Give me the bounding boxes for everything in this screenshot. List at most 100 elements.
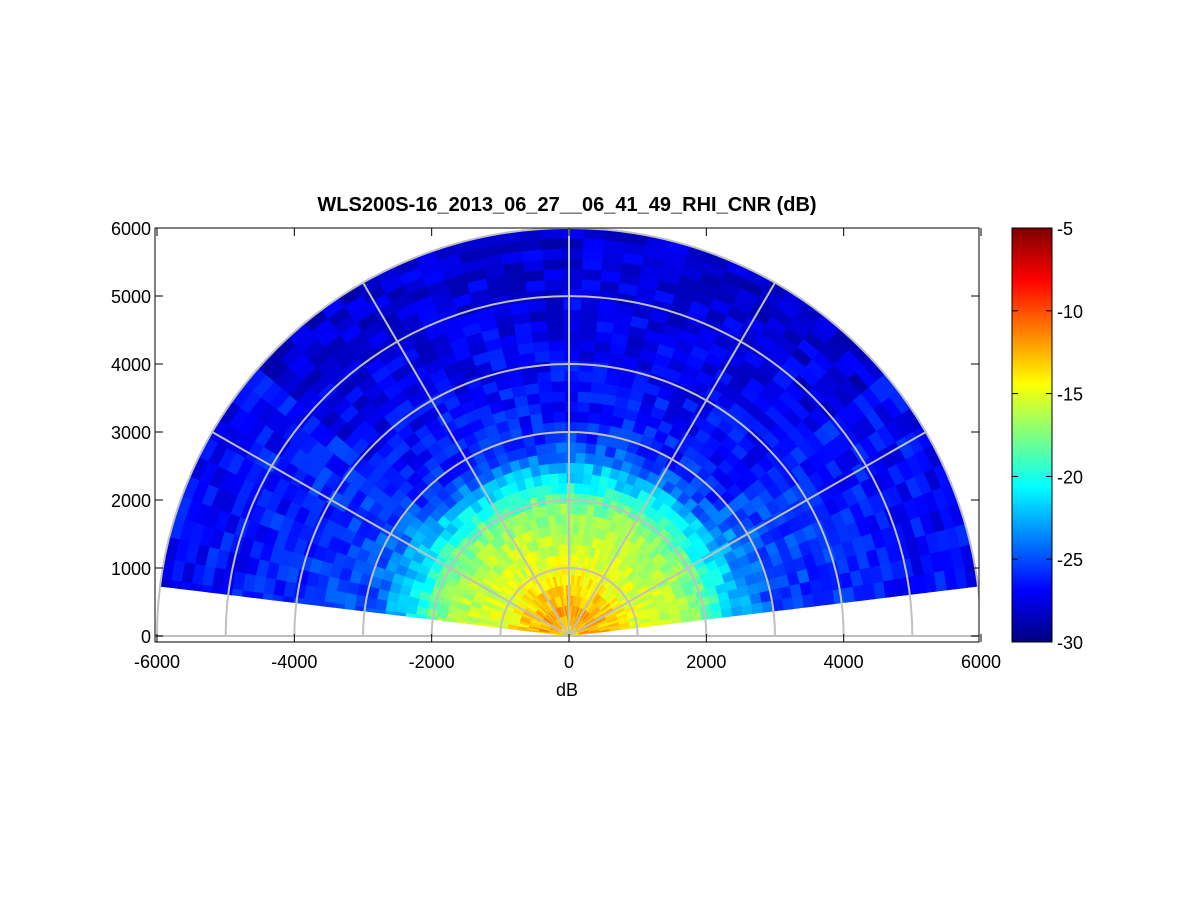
heatmap-cell: [577, 380, 592, 393]
heatmap-cell: [579, 503, 588, 516]
heatmap-cell: [580, 289, 600, 302]
heatmap-cell: [571, 533, 579, 545]
heatmap-cell: [542, 268, 564, 281]
heatmap-cell: [565, 441, 577, 453]
heatmap-cell: [556, 462, 567, 474]
heatmap-cell: [241, 590, 254, 598]
x-tick-label: -2000: [409, 652, 455, 672]
heatmap-cell: [550, 380, 566, 393]
heatmap-cell: [540, 237, 563, 250]
angle-spoke: [568, 282, 776, 637]
heatmap-cell: [541, 248, 563, 260]
heatmap-cell: [591, 463, 603, 477]
heatmap-cell: [565, 431, 577, 443]
heatmap-cell: [589, 391, 604, 405]
heatmap-cell: [539, 228, 563, 240]
colorbar-tick-label: -15: [1057, 385, 1083, 405]
heatmap-cell: [580, 493, 590, 506]
y-tick-label: 1000: [111, 559, 151, 579]
heatmap-cell: [542, 258, 563, 271]
angle-spoke: [211, 431, 570, 637]
heatmap-cell: [565, 472, 576, 484]
heatmap-cell: [190, 583, 203, 592]
x-tick-label: 6000: [961, 652, 1001, 672]
heatmap-cell: [572, 523, 580, 535]
heatmap-cell: [554, 441, 567, 454]
x-axis: -6000 -4000 -2000 0 2000 4000 6000: [134, 228, 1001, 672]
x-tick-label: 0: [564, 652, 574, 672]
heatmap-cell: [565, 452, 576, 464]
heatmap-cell: [546, 319, 564, 332]
heatmap-cell: [561, 237, 584, 249]
heatmap-cell: [578, 513, 587, 526]
heatmap-cell: [581, 248, 604, 261]
heatmap-cell: [564, 411, 578, 423]
heatmap-cell: [566, 492, 575, 504]
heatmap-cell: [533, 350, 550, 364]
colorbar-tick-label: -30: [1057, 633, 1083, 653]
heatmap-cell: [544, 299, 564, 311]
heatmap-cell: [374, 598, 388, 611]
heatmap-cell: [564, 401, 578, 413]
heatmap-cell: [541, 411, 555, 424]
heatmap-cell: [547, 339, 565, 352]
heatmap-cell: [529, 412, 543, 426]
heatmap-cell: [251, 591, 264, 600]
heatmap-cell: [551, 390, 566, 403]
heatmap-cell: [579, 309, 599, 322]
heatmap-cell: [563, 329, 581, 341]
heatmap-cell: [554, 431, 566, 444]
heatmap-cell: [590, 381, 606, 394]
heatmap-cell: [530, 330, 549, 343]
heatmap-cell: [581, 258, 603, 271]
heatmap-cell: [587, 412, 601, 425]
heatmap-cell: [577, 360, 594, 373]
x-axis-label: dB: [556, 680, 578, 700]
heatmap-cell: [575, 431, 588, 444]
plot-frame: [154, 227, 980, 643]
heatmap-cell: [576, 401, 590, 413]
y-tick-label: 6000: [111, 219, 151, 239]
heatmap-cell: [593, 453, 605, 467]
heatmap-cell: [561, 258, 583, 270]
heatmap-cell: [221, 587, 233, 596]
heatmap-cell: [545, 309, 564, 321]
heatmap-cell: [562, 278, 582, 290]
heatmap-cell: [169, 580, 182, 590]
heatmap-cell: [538, 391, 553, 404]
y-axis: 0 1000 2000 3000 4000 5000 6000: [111, 219, 979, 647]
y-tick-label: 2000: [111, 491, 151, 511]
heatmap-cell: [405, 604, 418, 616]
heatmap-cell: [282, 595, 294, 603]
heatmap-cell: [261, 593, 274, 601]
heatmap-cell: [547, 462, 558, 475]
heatmap-cell: [580, 278, 601, 291]
heatmap-cell: [543, 278, 564, 291]
heatmap-cell: [561, 228, 584, 239]
heatmap-cell: [559, 503, 568, 515]
heatmap-cell: [564, 390, 578, 402]
colorbar-tick-label: -10: [1057, 302, 1083, 322]
heatmap-cell: [566, 513, 574, 525]
angle-spoke: [362, 282, 570, 637]
heatmap-cell: [562, 288, 582, 300]
heatmap-cell: [582, 238, 605, 251]
heatmap-cell: [549, 370, 565, 382]
heatmap-cell: [544, 442, 557, 455]
colorbar-tick-label: -20: [1057, 467, 1083, 487]
heatmap-cell: [557, 472, 567, 484]
colorbar: [1011, 227, 1053, 643]
heatmap-cell: [577, 370, 593, 383]
heatmap-cell: [581, 268, 602, 281]
colorbar-tick-label: -25: [1057, 550, 1083, 570]
heatmap-cell: [570, 564, 576, 576]
heatmap-cell: [272, 594, 284, 602]
heatmap-cell: [180, 581, 192, 591]
heatmap-cell: [565, 462, 576, 474]
heatmap-cell: [539, 401, 554, 414]
colorbar-tick-label: -5: [1057, 219, 1073, 239]
heatmap-cell: [544, 288, 564, 301]
x-tick-label: -4000: [271, 652, 317, 672]
heatmap-cell: [560, 523, 568, 535]
y-tick-label: 0: [141, 627, 151, 647]
